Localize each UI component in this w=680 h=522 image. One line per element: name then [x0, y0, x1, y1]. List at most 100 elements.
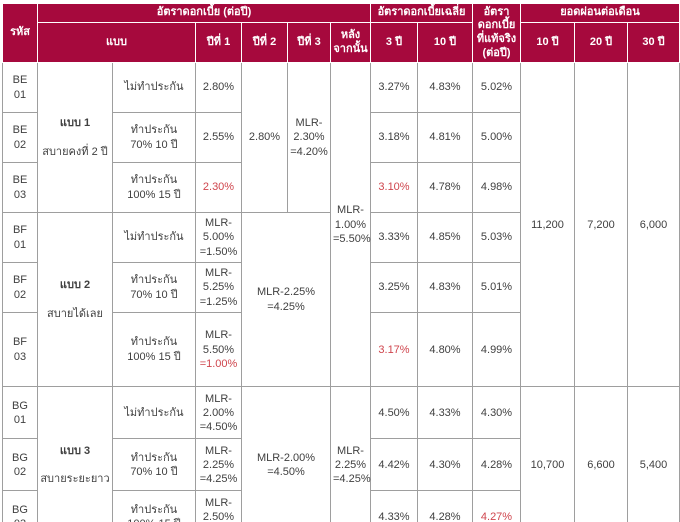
cell-bg03-code: BG 03 [2, 490, 38, 522]
cell-be-year2: 2.80% [241, 62, 288, 213]
cell-bf03-year1: MLR- 5.50% =1.00% [195, 311, 242, 388]
cell-bg02-avg3: 4.42% [370, 438, 418, 492]
cell-be02-year1: 2.55% [195, 112, 242, 163]
cell-be01-avg10: 4.83% [417, 62, 473, 113]
cell-bg-pay30: 5,400 [626, 386, 680, 522]
header-code: รหัส [2, 3, 38, 63]
group-label-3: แบบ 3 สบายระยะยาว [37, 386, 113, 522]
cell-bf-year23: MLR-2.25% =4.25% [241, 211, 331, 388]
cell-be-bf-pay20: 7,200 [574, 61, 628, 388]
cell-bg02-insurance: ทำประกัน 70% 10 ปี [112, 438, 196, 492]
cell-bg-pay20: 6,600 [574, 386, 628, 522]
header-pay-30yr: 30 ปี [626, 22, 680, 63]
cell-be-year3: MLR- 2.30% =4.20% [287, 62, 331, 213]
header-year1: ปีที่ 1 [195, 22, 242, 63]
cell-be03-code: BE 03 [2, 162, 38, 213]
cell-bf03-code: BF 03 [2, 311, 38, 388]
cell-bf01-effective: 5.03% [472, 212, 521, 263]
header-payment-band: ยอดผ่อนต่อเดือน [519, 3, 680, 23]
cell-be02-insurance: ทำประกัน 70% 10 ปี [112, 112, 196, 163]
cell-bg01-insurance: ไม่ทำประกัน [112, 386, 196, 440]
cell-bg-after: MLR- 2.25% =4.25% [330, 386, 371, 522]
cell-bg03-insurance: ทำประกัน 100% 15 ปี [112, 490, 196, 522]
row-bf02: BF 02 ทำประกัน 70% 10 ปี MLR- 5.25% =1.2… [2, 262, 680, 313]
cell-bf02-code: BF 02 [2, 262, 38, 313]
cell-bf03-avg10: 4.80% [417, 311, 473, 388]
cell-be02-code: BE 02 [2, 112, 38, 163]
cell-bf01-avg10: 4.85% [417, 212, 473, 263]
cell-be02-effective: 5.00% [472, 112, 521, 163]
cell-be-bf-pay30: 6,000 [626, 61, 680, 388]
group1-subtitle: สบายคงที่ 2 ปี [42, 145, 108, 158]
cell-bf02-effective: 5.01% [472, 262, 521, 313]
group3-title: แบบ 3 [59, 444, 91, 457]
cell-bg03-year1: MLR- 2.50% =4.00% [195, 490, 242, 522]
row-bf01: BF 01 แบบ 2 สบายได้เลย ไม่ทำประกัน MLR- … [2, 211, 680, 388]
cell-be03-effective: 4.98% [472, 162, 521, 213]
cell-bg01-effective: 4.30% [472, 386, 521, 440]
header-avg-10yr: 10 ปี [417, 22, 473, 63]
group2-title: แบบ 2 [59, 279, 91, 292]
cell-bf03-avg3: 3.17% [370, 311, 418, 388]
cell-bf03-insurance: ทำประกัน 100% 15 ปี [112, 311, 196, 388]
header-year2: ปีที่ 2 [241, 22, 288, 63]
cell-bg03-avg10: 4.28% [417, 490, 473, 522]
cell-bg01-year1: MLR- 2.00% =4.50% [195, 386, 242, 440]
row-bg01: BG 01 แบบ 3 สบายระยะยาว ไม่ทำประกัน MLR-… [2, 386, 680, 522]
header-interest-band: อัตราดอกเบี้ย (ต่อปี) [37, 3, 371, 23]
header-effective-rate: อัตรา ดอกเบี้ย ที่แท้จริง (ต่อปี) [472, 3, 521, 63]
cell-bf02-insurance: ทำประกัน 70% 10 ปี [112, 262, 196, 313]
header-avg-3yr: 3 ปี [370, 22, 418, 63]
group3-subtitle: สบายระยะยาว [40, 473, 110, 486]
cell-be01-effective: 5.02% [472, 62, 521, 113]
cell-be01-code: BE 01 [2, 62, 38, 113]
cell-bg02-effective: 4.28% [472, 438, 521, 492]
cell-be02-avg10: 4.81% [417, 112, 473, 163]
cell-bg01-code: BG 01 [2, 386, 38, 440]
header-after: หลัง จากนั้น [330, 22, 371, 63]
cell-be03-avg10: 4.78% [417, 162, 473, 213]
cell-bf01-insurance: ไม่ทำประกัน [112, 212, 196, 263]
row-bg02: BG 02 ทำประกัน 70% 10 ปี MLR- 2.25% =4.2… [2, 438, 680, 492]
header-pay-10yr: 10 ปี [520, 22, 575, 63]
row-be03: BE 03 ทำประกัน 100% 15 ปี 2.30% 3.10% 4.… [2, 162, 680, 213]
header-year3: ปีที่ 3 [287, 22, 331, 63]
header-pay-20yr: 20 ปี [574, 22, 628, 63]
row-be02: BE 02 ทำประกัน 70% 10 ปี 2.55% 3.18% 4.8… [2, 112, 680, 163]
cell-bg-pay10: 10,700 [520, 386, 575, 522]
row-bg03: BG 03 ทำประกัน 100% 15 ปี MLR- 2.50% =4.… [2, 490, 680, 522]
cell-be01-year1: 2.80% [195, 62, 242, 113]
cell-be01-avg3: 3.27% [370, 62, 418, 113]
cell-bf02-year1: MLR- 5.25% =1.25% [195, 262, 242, 313]
header-type: แบบ [37, 22, 196, 63]
cell-be-bf-after: MLR- 1.00% =5.50% [330, 61, 371, 388]
header-average-band: อัตราดอกเบี้ยเฉลี่ย [370, 3, 473, 23]
cell-bf01-avg3: 3.33% [370, 212, 418, 263]
cell-be03-year1: 2.30% [195, 162, 242, 213]
cell-be-bf-pay10: 11,200 [520, 61, 575, 388]
cell-bg03-avg3: 4.33% [370, 490, 418, 522]
row-bf03: BF 03 ทำประกัน 100% 15 ปี MLR- 5.50% =1.… [2, 311, 680, 388]
group1-title: แบบ 1 [59, 117, 91, 130]
cell-be03-avg3: 3.10% [370, 162, 418, 213]
cell-bf01-year1: MLR- 5.00% =1.50% [195, 212, 242, 263]
cell-bg01-avg10: 4.33% [417, 386, 473, 440]
cell-bg02-code: BG 02 [2, 438, 38, 492]
group2-subtitle: สบายได้เลย [47, 307, 103, 320]
cell-be01-insurance: ไม่ทำประกัน [112, 62, 196, 113]
cell-bf01-code: BF 01 [2, 212, 38, 263]
cell-bg-year23: MLR-2.00% =4.50% [241, 386, 331, 522]
cell-bf02-avg3: 3.25% [370, 262, 418, 313]
cell-be02-avg3: 3.18% [370, 112, 418, 163]
cell-bf02-avg10: 4.83% [417, 262, 473, 313]
cell-bg02-year1: MLR- 2.25% =4.25% [195, 438, 242, 492]
cell-bg01-avg3: 4.50% [370, 386, 418, 440]
table-header: รหัส อัตราดอกเบี้ย (ต่อปี) อัตราดอกเบี้ย… [2, 3, 680, 63]
group-label-2: แบบ 2 สบายได้เลย [37, 211, 113, 388]
bf03-year1-base: MLR- 5.50% [202, 329, 235, 356]
bf03-year1-highlight: =1.00% [199, 357, 238, 370]
cell-be03-insurance: ทำประกัน 100% 15 ปี [112, 162, 196, 213]
cell-bg03-effective: 4.27% [472, 490, 521, 522]
row-be01: BE 01 แบบ 1 สบายคงที่ 2 ปี ไม่ทำประกัน 2… [2, 61, 680, 388]
